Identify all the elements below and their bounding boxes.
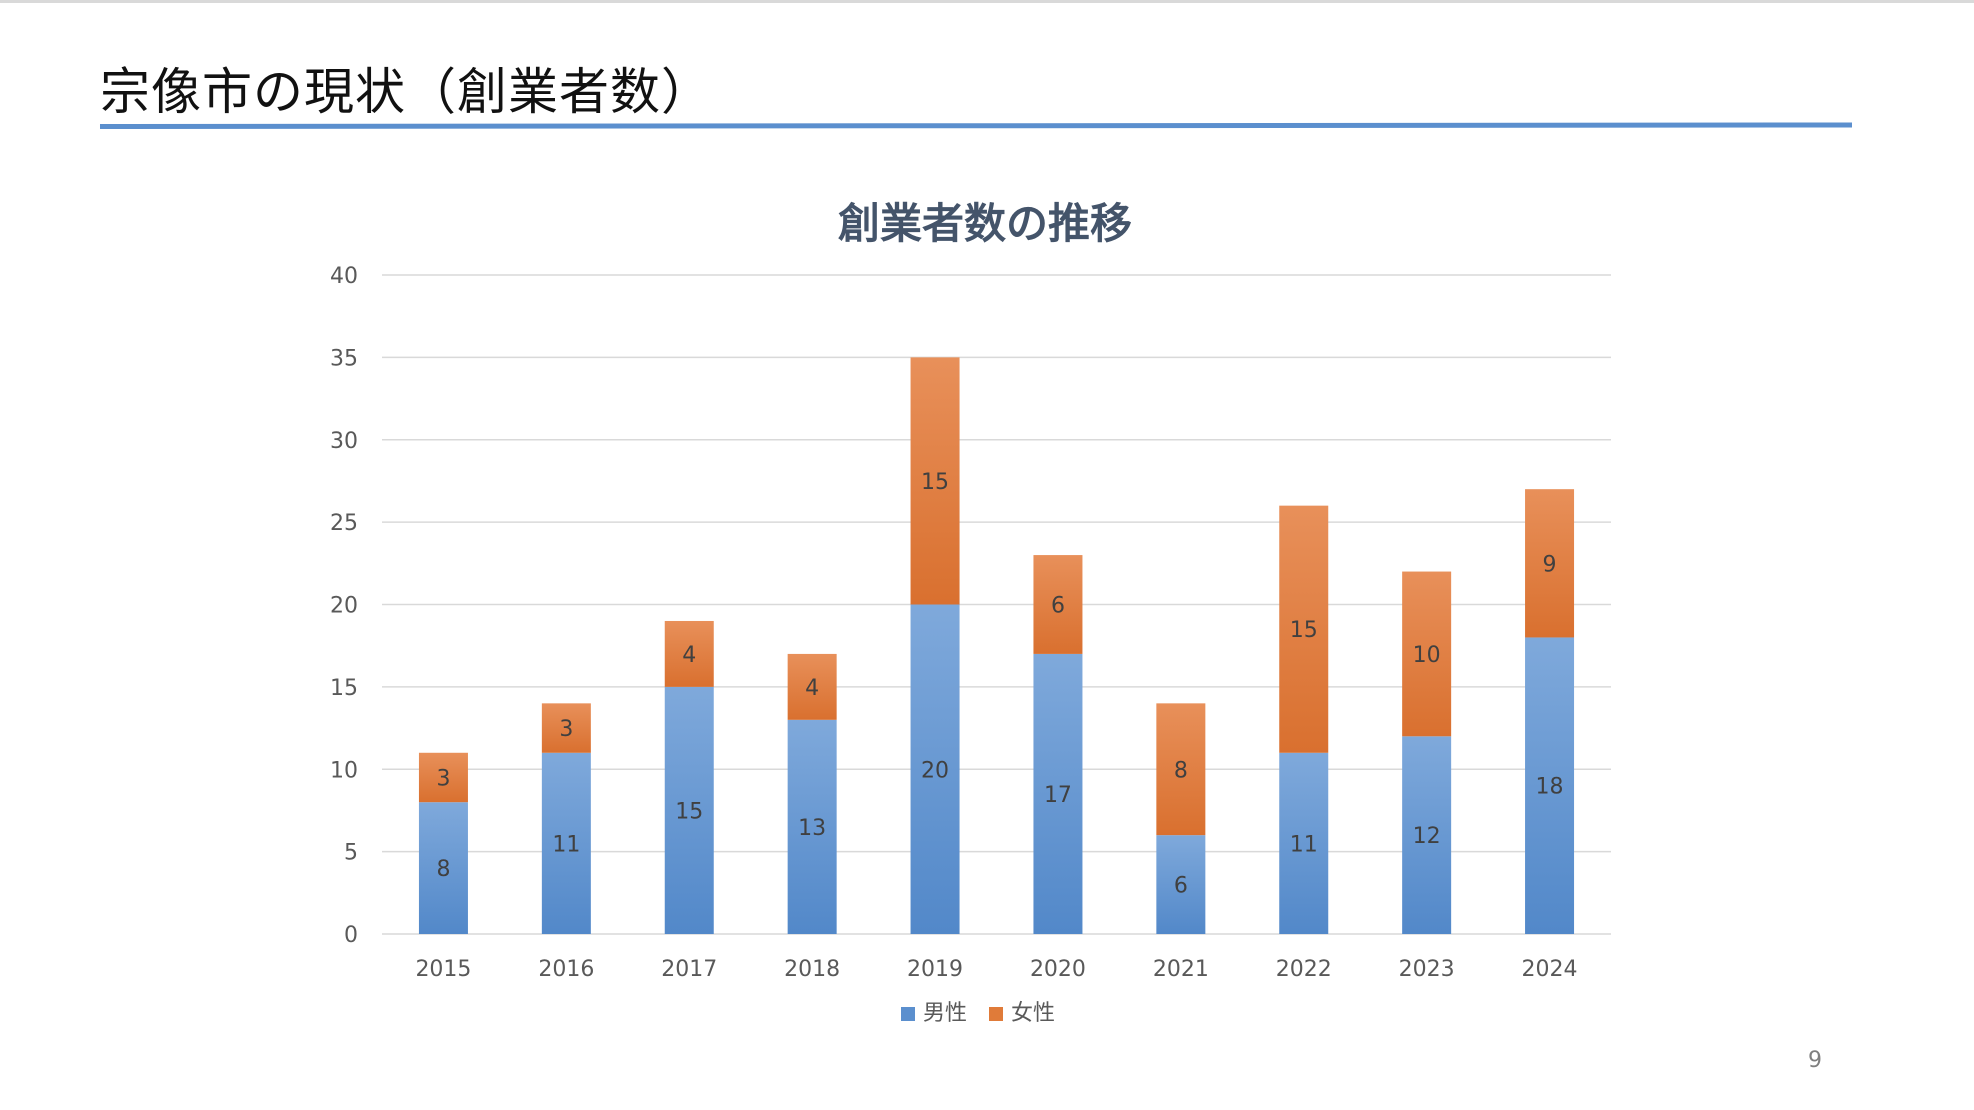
data-label-male-2017: 15 — [675, 799, 703, 824]
x-tick-label: 2022 — [1276, 957, 1332, 982]
data-label-male-2016: 11 — [552, 832, 580, 857]
x-tick-label: 2024 — [1522, 957, 1578, 982]
y-tick-label: 25 — [330, 511, 358, 536]
x-tick-label: 2023 — [1399, 957, 1455, 982]
data-label-female-2018: 4 — [805, 676, 819, 701]
legend-label-female: 女性 — [1011, 1001, 1055, 1026]
bars — [418, 357, 1575, 934]
bar-male-2019 — [910, 604, 960, 934]
data-label-female-2024: 9 — [1543, 552, 1557, 577]
legend-swatch-female — [989, 1007, 1003, 1021]
bar-female-2017 — [664, 620, 714, 687]
x-tick-label: 2015 — [415, 957, 471, 982]
data-label-male-2022: 11 — [1290, 832, 1318, 857]
y-axis-ticks: 0 5 10 15 20 25 30 35 40 — [330, 264, 358, 948]
data-label-male-2024: 18 — [1536, 775, 1564, 800]
data-label-female-2016: 3 — [559, 717, 573, 742]
x-tick-label: 2021 — [1153, 957, 1209, 982]
data-labels: 8 3 11 3 15 4 13 4 20 15 17 6 6 8 11 15 12 10 18 9 — [436, 470, 1563, 899]
top-border — [0, 0, 1974, 3]
data-label-female-2022: 15 — [1290, 618, 1318, 643]
data-label-female-2015: 3 — [436, 766, 450, 791]
y-tick-label: 10 — [330, 758, 358, 783]
x-axis-ticks: 2015 2016 2017 2018 2019 2020 2021 2022 2023 2024 — [415, 957, 1577, 982]
data-label-female-2019: 15 — [921, 470, 949, 495]
data-label-male-2015: 8 — [436, 857, 450, 882]
data-label-male-2018: 13 — [798, 816, 826, 841]
bar-female-2018 — [787, 653, 837, 720]
bar-male-2022 — [1279, 752, 1329, 934]
legend-swatch-male — [901, 1007, 915, 1021]
bar-male-2015 — [418, 802, 468, 934]
bar-female-2023 — [1402, 571, 1452, 737]
chart-title: 創業者数の推移 — [838, 199, 1132, 248]
y-tick-label: 15 — [330, 676, 358, 701]
y-tick-label: 20 — [330, 594, 358, 619]
slide-title: 宗像市の現状（創業者数） — [100, 63, 712, 121]
x-tick-label: 2017 — [661, 957, 717, 982]
bar-female-2022 — [1279, 505, 1329, 753]
legend-label-male: 男性 — [923, 1001, 967, 1026]
data-label-male-2021: 6 — [1174, 874, 1188, 899]
bar-male-2021 — [1156, 835, 1206, 934]
page-number: 9 — [1808, 1048, 1822, 1073]
bar-female-2019 — [910, 357, 960, 605]
bar-male-2016 — [541, 752, 591, 934]
data-label-female-2020: 6 — [1051, 594, 1065, 619]
data-label-female-2021: 8 — [1174, 758, 1188, 783]
bar-female-2021 — [1156, 703, 1206, 836]
y-tick-label: 35 — [330, 346, 358, 371]
bar-female-2020 — [1033, 555, 1083, 654]
x-tick-label: 2020 — [1030, 957, 1086, 982]
bar-male-2023 — [1402, 736, 1452, 934]
y-tick-label: 40 — [330, 264, 358, 289]
legend: 男性 女性 — [901, 1001, 1055, 1026]
bar-female-2024 — [1525, 489, 1575, 638]
bar-male-2018 — [787, 719, 837, 934]
data-label-male-2019: 20 — [921, 758, 949, 783]
x-tick-label: 2019 — [907, 957, 963, 982]
bar-male-2020 — [1033, 653, 1083, 934]
bar-female-2016 — [541, 703, 591, 753]
y-tick-label: 5 — [344, 841, 358, 866]
data-label-female-2023: 10 — [1413, 643, 1441, 668]
y-tick-label: 0 — [344, 923, 358, 948]
bar-female-2015 — [418, 752, 468, 803]
data-label-male-2020: 17 — [1044, 783, 1072, 808]
x-tick-label: 2016 — [538, 957, 594, 982]
bar-male-2017 — [664, 686, 714, 934]
x-tick-label: 2018 — [784, 957, 840, 982]
data-label-female-2017: 4 — [682, 643, 696, 668]
bar-male-2024 — [1525, 637, 1575, 934]
data-label-male-2023: 12 — [1413, 824, 1441, 849]
y-tick-label: 30 — [330, 429, 358, 454]
